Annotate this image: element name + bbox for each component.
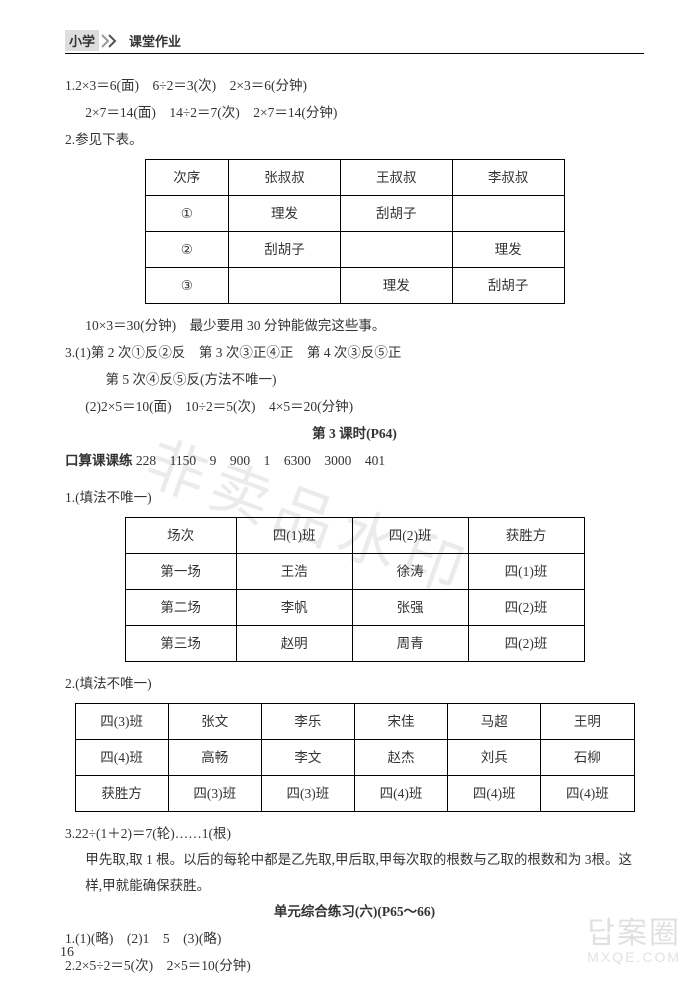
- table-cell: 四(1)班: [236, 518, 352, 554]
- page-number: 16: [60, 945, 74, 961]
- table-cell: ②: [145, 232, 229, 268]
- table-cell: 李文: [261, 740, 354, 776]
- table-cell: 四(2)班: [468, 626, 584, 662]
- table-cell: 四(4)班: [354, 776, 447, 812]
- header-right: 课堂作业: [129, 31, 181, 50]
- table-row: 四(3)班 张文 李乐 宋佳 马超 王明: [75, 704, 634, 740]
- table-row: ② 刮胡子 理发: [145, 232, 564, 268]
- table-cell: 赵明: [236, 626, 352, 662]
- table-cell: ①: [145, 196, 229, 232]
- table-cell: 张叔叔: [229, 160, 341, 196]
- table-cell: 四(3)班: [75, 704, 168, 740]
- table-cell: 刮胡子: [452, 268, 564, 304]
- text-line: 1.2×3＝6(面) 6÷2＝3(次) 2×3＝6(分钟): [65, 72, 644, 99]
- text-line: 1.(填法不唯一): [65, 484, 644, 511]
- text-line: 10×3＝30(分钟) 最少要用 30 分钟能做完这些事。: [65, 312, 644, 339]
- kousuan-label: 口算课课练: [65, 453, 133, 468]
- text-line: 3.22÷(1＋2)＝7(轮)……1(根): [65, 820, 644, 847]
- table-cell: 获胜方: [468, 518, 584, 554]
- page-header: 小学 课堂作业: [65, 30, 644, 54]
- table-cell: 王明: [541, 704, 634, 740]
- table-cell: 赵杰: [354, 740, 447, 776]
- table-cell: 理发: [452, 232, 564, 268]
- table-cell: 徐涛: [352, 554, 468, 590]
- table-cell: 宋佳: [354, 704, 447, 740]
- table-cell: 四(4)班: [541, 776, 634, 812]
- text-line: 2.参见下表。: [65, 126, 644, 153]
- table-cell: 李帆: [236, 590, 352, 626]
- table-cell: 第一场: [125, 554, 236, 590]
- corner-logo-line1: 답案圈: [587, 917, 681, 950]
- section-title: 第 3 课时(P64): [65, 420, 644, 447]
- table-cell: 王浩: [236, 554, 352, 590]
- table-cell: 场次: [125, 518, 236, 554]
- table-row: 获胜方 四(3)班 四(3)班 四(4)班 四(4)班 四(4)班: [75, 776, 634, 812]
- corner-logo-line2: MXQE.COM: [587, 950, 681, 965]
- text-line: 3.(1)第 2 次①反②反 第 3 次③正④正 第 4 次③反⑤正: [65, 339, 644, 366]
- table-cell: 第三场: [125, 626, 236, 662]
- text-line: 2.(填法不唯一): [65, 670, 644, 697]
- table-cell: 第二场: [125, 590, 236, 626]
- table-cell: 李叔叔: [452, 160, 564, 196]
- table-row: 第一场 王浩 徐涛 四(1)班: [125, 554, 584, 590]
- table-row: 四(4)班 高畅 李文 赵杰 刘兵 石柳: [75, 740, 634, 776]
- section-title: 单元综合练习(六)(P65～66): [65, 898, 644, 925]
- content-body: 1.2×3＝6(面) 6÷2＝3(次) 2×3＝6(分钟) 2×7＝14(面) …: [65, 72, 644, 979]
- table-cell: 李乐: [261, 704, 354, 740]
- table-cell: 刮胡子: [229, 232, 341, 268]
- table-cell: 次序: [145, 160, 229, 196]
- table-cell: 获胜方: [75, 776, 168, 812]
- table-1: 次序 张叔叔 王叔叔 李叔叔 ① 理发 刮胡子 ② 刮胡子 理发 ③ 理发: [145, 159, 565, 304]
- table-cell: 四(4)班: [75, 740, 168, 776]
- table-cell: 王叔叔: [340, 160, 452, 196]
- table-cell: 周青: [352, 626, 468, 662]
- kousuan-values: 228 1150 9 900 1 6300 3000 401: [136, 453, 385, 468]
- table-cell: [229, 268, 341, 304]
- table-cell: 理发: [340, 268, 452, 304]
- table-row: 第二场 李帆 张强 四(2)班: [125, 590, 584, 626]
- table-cell: 张强: [352, 590, 468, 626]
- table-cell: 四(1)班: [468, 554, 584, 590]
- table-row: 第三场 赵明 周青 四(2)班: [125, 626, 584, 662]
- table-row: 次序 张叔叔 王叔叔 李叔叔: [145, 160, 564, 196]
- table-row: ① 理发 刮胡子: [145, 196, 564, 232]
- text-line: 2×7＝14(面) 14÷2＝7(次) 2×7＝14(分钟): [65, 99, 644, 126]
- kousuan-line: 口算课课练 228 1150 9 900 1 6300 3000 401: [65, 447, 644, 474]
- table-row: 场次 四(1)班 四(2)班 获胜方: [125, 518, 584, 554]
- table-cell: 四(2)班: [352, 518, 468, 554]
- table-cell: 刮胡子: [340, 196, 452, 232]
- text-line: 2.2×5÷2＝5(次) 2×5＝10(分钟): [65, 952, 644, 979]
- text-line: 甲先取,取 1 根。以后的每轮中都是乙先取,甲后取,甲每次取的根数与乙取的根数和…: [65, 847, 644, 898]
- corner-logo: 답案圈 MXQE.COM: [587, 917, 681, 965]
- text-line: 1.(1)(略) (2)1 5 (3)(略): [65, 925, 644, 952]
- table-row: ③ 理发 刮胡子: [145, 268, 564, 304]
- table-cell: 马超: [448, 704, 541, 740]
- text-line: (2)2×5＝10(面) 10÷2＝5(次) 4×5＝20(分钟): [65, 393, 644, 420]
- table-2: 场次 四(1)班 四(2)班 获胜方 第一场 王浩 徐涛 四(1)班 第二场 李…: [125, 517, 585, 662]
- table-cell: 高畅: [168, 740, 261, 776]
- table-cell: ③: [145, 268, 229, 304]
- table-cell: 四(2)班: [468, 590, 584, 626]
- page-container: 小学 课堂作业 1.2×3＝6(面) 6÷2＝3(次) 2×3＝6(分钟) 2×…: [0, 0, 699, 999]
- text-line: 第 5 次④反⑤反(方法不唯一): [65, 366, 644, 393]
- table-3: 四(3)班 张文 李乐 宋佳 马超 王明 四(4)班 高畅 李文 赵杰 刘兵 石…: [75, 703, 635, 812]
- table-cell: [452, 196, 564, 232]
- table-cell: 四(3)班: [261, 776, 354, 812]
- chevron-icon: [101, 34, 123, 48]
- table-cell: 四(3)班: [168, 776, 261, 812]
- table-cell: 石柳: [541, 740, 634, 776]
- table-cell: 刘兵: [448, 740, 541, 776]
- table-cell: 张文: [168, 704, 261, 740]
- table-cell: 理发: [229, 196, 341, 232]
- table-cell: 四(4)班: [448, 776, 541, 812]
- table-cell: [340, 232, 452, 268]
- header-left: 小学: [65, 30, 99, 51]
